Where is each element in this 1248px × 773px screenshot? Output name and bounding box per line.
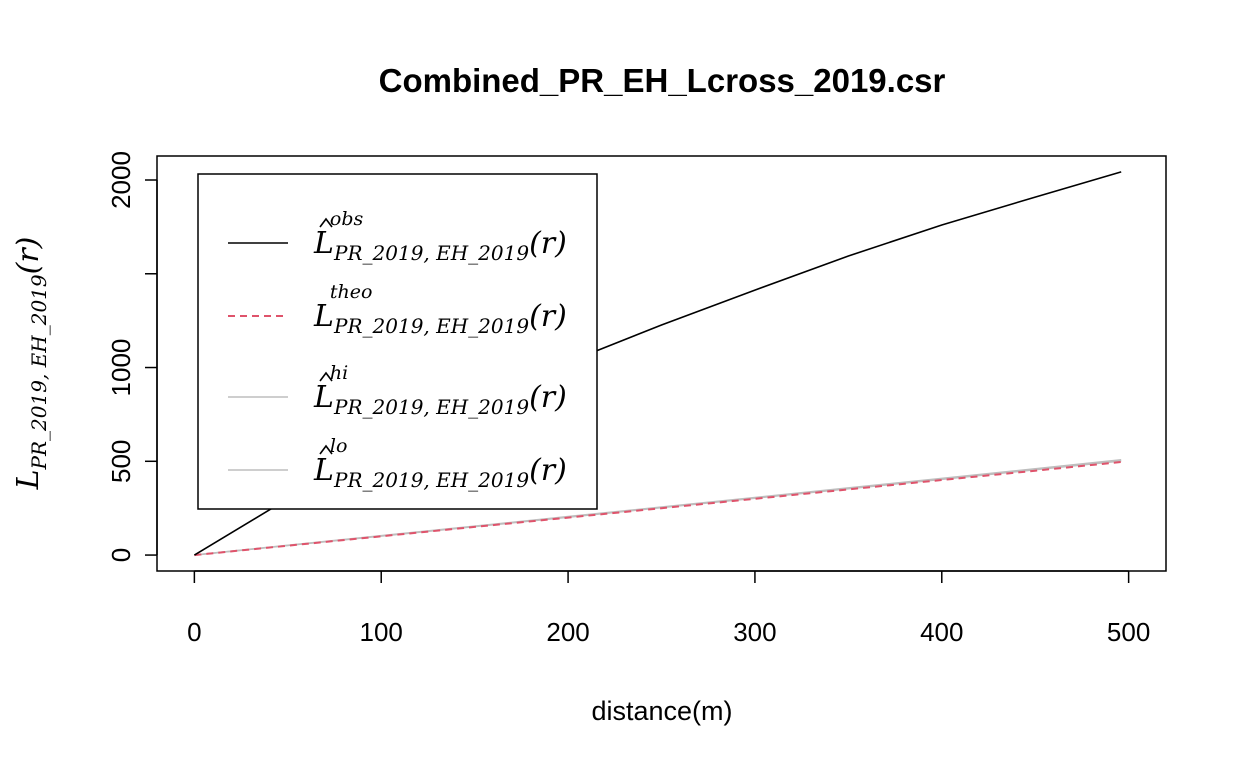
legend-superscript: lo (330, 435, 348, 457)
legend-name: L (313, 226, 334, 261)
legend-hat (319, 444, 333, 455)
legend-label: Lobs PR_2019, EH_2019(r) (313, 208, 567, 265)
x-tick-label: 200 (546, 617, 589, 647)
chart-title: Combined_PR_EH_Lcross_2019.csr (379, 62, 946, 99)
x-tick-label: 100 (360, 617, 403, 647)
x-tick-label: 300 (733, 617, 776, 647)
legend-name: L (313, 299, 334, 334)
legend-name: L (313, 453, 334, 488)
x-tick-label: 400 (920, 617, 963, 647)
y-tick-label: 500 (106, 440, 136, 483)
legend-label: Lhi PR_2019, EH_2019(r) (313, 362, 567, 419)
legend-label: Ltheo PR_2019, EH_2019(r) (313, 281, 567, 338)
legend-box (197, 173, 598, 510)
x-axis-label: distance(m) (591, 696, 732, 726)
legend-subscript: PR_2019, EH_2019 (333, 395, 529, 419)
legend-subscript: PR_2019, EH_2019 (333, 468, 529, 492)
y-axis-label: LPR_2019, EH_2019(r) (11, 237, 51, 491)
legend-subscript: PR_2019, EH_2019 (333, 241, 529, 265)
y-tick-label: 2000 (106, 151, 136, 209)
x-tick-label: 0 (187, 617, 201, 647)
y-label-sub: PR_2019, EH_2019 (27, 274, 51, 470)
x-tick-label: 500 (1107, 617, 1150, 647)
legend-suffix: (r) (529, 453, 567, 488)
legend-superscript: theo (330, 281, 373, 303)
legend-superscript: hi (330, 362, 348, 384)
legend-hat (319, 371, 333, 382)
legend-subscript: PR_2019, EH_2019 (333, 314, 529, 338)
y-tick-label: 0 (106, 548, 136, 562)
legend-hat (319, 217, 333, 228)
y-tick-label: 1000 (106, 339, 136, 397)
legend-suffix: (r) (529, 226, 567, 261)
series-line (194, 461, 1122, 557)
legend-superscript: obs (330, 208, 364, 230)
legend-suffix: (r) (529, 380, 567, 415)
legend-label: Llo PR_2019, EH_2019(r) (313, 435, 567, 492)
legend-name: L (313, 380, 334, 415)
y-label-main: L (11, 469, 46, 490)
y-label-tail: (r) (11, 237, 46, 275)
legend-suffix: (r) (529, 299, 567, 334)
